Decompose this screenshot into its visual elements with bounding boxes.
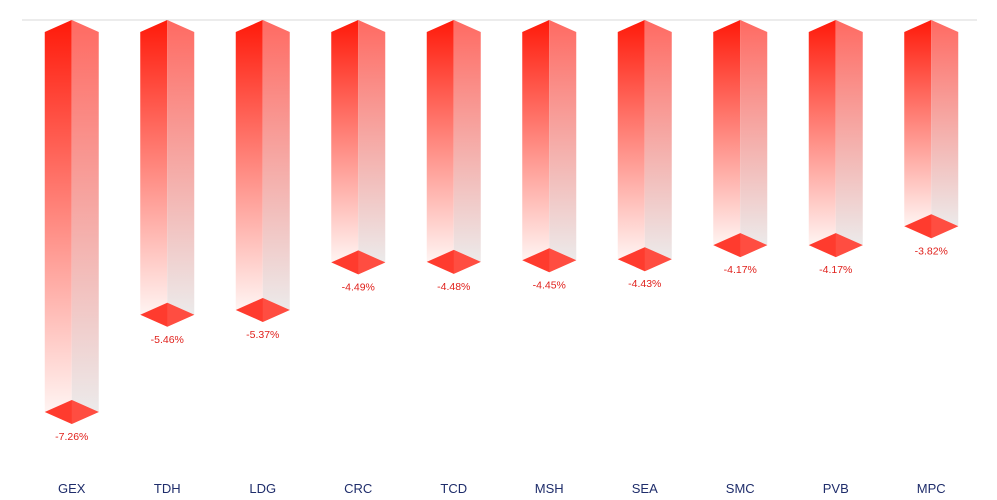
value-label: -7.26% — [55, 431, 88, 443]
bar-tdh — [140, 20, 195, 327]
bar-side-face — [931, 20, 959, 227]
category-label: CRC — [344, 481, 372, 496]
bar-side-face — [644, 20, 672, 260]
bar-end-cap-shade — [740, 233, 768, 258]
bar-end-cap-shade — [549, 248, 577, 273]
category-labels-group: GEX TDH LDG CRC TCD MSH SEA SMC PVB MPC — [58, 481, 946, 496]
value-labels-group: -7.26% -5.46% -5.37% -4.49% -4.48% -4.45% -4.4… — [55, 245, 948, 443]
bar-end-cap-shade — [835, 233, 863, 258]
category-label: SEA — [632, 481, 658, 496]
value-label: -5.37% — [246, 329, 279, 341]
bar-end-cap-shade — [71, 400, 99, 424]
bar-side-face — [167, 20, 195, 315]
bar-mpc — [904, 20, 959, 239]
bar-ldg — [235, 20, 290, 322]
value-label: -3.82% — [915, 245, 948, 257]
bar-msh — [522, 20, 577, 273]
bar-side-face — [835, 20, 863, 246]
bar-end-cap-shade — [262, 297, 290, 322]
value-label: -5.46% — [151, 334, 184, 346]
bar-end-cap-shade — [358, 250, 386, 275]
bar-side-face — [453, 20, 481, 262]
bar-end-cap-shade — [453, 249, 481, 274]
category-label: TDH — [154, 481, 181, 496]
bar-end-cap-shade — [167, 302, 195, 327]
bar-pvb — [808, 20, 863, 258]
value-label: -4.49% — [342, 281, 375, 293]
bar-front-face — [140, 20, 168, 315]
value-label: -4.17% — [819, 264, 852, 276]
bar-front-face — [235, 20, 263, 310]
bar-tcd — [426, 20, 481, 274]
category-label: TCD — [440, 481, 467, 496]
category-label: LDG — [249, 481, 276, 496]
category-label: GEX — [58, 481, 86, 496]
bar-end-cap-shade — [931, 214, 959, 239]
value-label: -4.43% — [628, 278, 661, 290]
value-label: -4.48% — [437, 281, 470, 293]
bar-side-face — [71, 20, 99, 412]
bar-front-face — [713, 20, 741, 246]
bar-front-face — [617, 20, 645, 260]
bar-side-face — [358, 20, 386, 263]
value-label: -4.45% — [533, 279, 566, 291]
bar-end-cap-shade — [644, 247, 672, 272]
bar-sea — [617, 20, 672, 272]
bar-side-face — [549, 20, 577, 261]
category-label: MPC — [917, 481, 946, 496]
bar-front-face — [808, 20, 836, 246]
bar-front-face — [522, 20, 550, 261]
bar-front-face — [44, 20, 72, 412]
bar-side-face — [262, 20, 290, 310]
bars-group — [44, 20, 959, 424]
bar-smc — [713, 20, 768, 258]
bar-side-face — [740, 20, 768, 246]
category-label: PVB — [823, 481, 849, 496]
value-label: -4.17% — [724, 264, 757, 276]
bar-front-face — [426, 20, 454, 262]
bar-front-face — [331, 20, 359, 263]
bar-gex — [44, 20, 99, 424]
category-label: MSH — [535, 481, 564, 496]
bar-crc — [331, 20, 386, 275]
category-label: SMC — [726, 481, 755, 496]
bar-front-face — [904, 20, 932, 227]
